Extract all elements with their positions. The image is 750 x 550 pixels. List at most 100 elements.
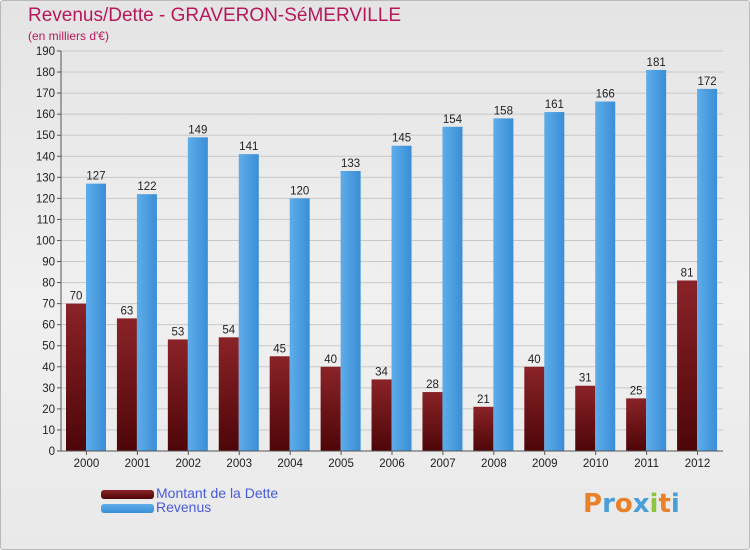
legend-label-dette: Montant de la Dette	[156, 485, 279, 501]
x-tick-label: 2001	[125, 458, 151, 470]
logo-letter: o	[614, 489, 633, 519]
bar-revenus	[136, 194, 157, 451]
data-label: 40	[324, 354, 337, 366]
data-label: 145	[392, 133, 411, 145]
data-label: 161	[545, 99, 564, 111]
bar-dette	[626, 398, 647, 451]
data-label: 149	[188, 124, 207, 136]
bar-dette	[371, 379, 392, 451]
x-tick-label: 2004	[277, 458, 303, 470]
y-tick-label: 120	[36, 193, 55, 205]
data-label: 141	[239, 141, 258, 153]
bar-revenus	[544, 112, 565, 451]
bar-dette	[473, 406, 494, 451]
data-label: 45	[273, 343, 286, 355]
data-labels: 70 127 63 122 53 149 54 141 45 120 40 133 34 145 28 154…	[70, 57, 717, 406]
x-tick-label: 2012	[685, 458, 711, 470]
bar-dette	[320, 366, 341, 451]
data-label: 120	[290, 185, 309, 197]
x-tick-label: 2000	[74, 458, 100, 470]
bar-revenus	[187, 137, 208, 451]
data-label: 28	[426, 379, 439, 391]
bar-dette	[218, 337, 239, 451]
data-label: 127	[86, 171, 105, 183]
data-label: 154	[443, 114, 463, 126]
bar-revenus	[697, 88, 718, 451]
y-tick-label: 50	[42, 341, 55, 353]
data-label: 166	[596, 89, 615, 101]
bar-dette	[422, 392, 443, 451]
logo-letter: i	[649, 489, 659, 519]
legend-swatch-dette	[101, 490, 154, 499]
x-tick-label: 2008	[481, 458, 507, 470]
x-tick-label: 2002	[176, 458, 202, 470]
logo-letter: P	[583, 489, 603, 519]
y-tick-label: 0	[49, 446, 55, 458]
y-tick-label: 100	[36, 235, 55, 247]
logo-letter: r	[602, 489, 615, 519]
bar-dette	[575, 385, 596, 451]
data-label: 70	[70, 291, 83, 303]
logo-letter: t	[658, 489, 671, 519]
bars	[66, 69, 718, 452]
data-label: 53	[171, 326, 184, 338]
data-label: 181	[647, 57, 666, 69]
data-label: 172	[697, 76, 716, 88]
y-tick-label: 10	[42, 425, 55, 437]
logo-letter: i	[670, 489, 680, 519]
y-tick-label: 140	[36, 151, 55, 163]
bar-dette	[66, 303, 86, 451]
x-tick-label: 2005	[328, 458, 354, 470]
y-tick-label: 40	[42, 362, 55, 374]
bar-revenus	[238, 154, 259, 451]
bar-revenus	[391, 145, 412, 451]
bar-revenus	[442, 126, 463, 451]
chart-subtitle: (en milliers d'€)	[28, 29, 109, 43]
proxiti-logo: Proxiti	[583, 489, 680, 519]
bar-revenus	[493, 118, 514, 452]
y-tick-label: 110	[37, 214, 55, 226]
data-label: 40	[528, 354, 541, 366]
y-tick-label: 30	[42, 383, 55, 395]
y-tick-label: 80	[42, 278, 55, 290]
y-tick-label: 150	[36, 130, 55, 142]
x-tick-label: 2006	[379, 458, 405, 470]
y-axis: 0 10 20 30 40 50 60 70 80 90 100 110 120 130 140 150 160…	[36, 46, 62, 458]
y-tick-label: 170	[36, 88, 55, 100]
bar-dette	[167, 339, 188, 451]
y-tick-label: 160	[36, 109, 55, 121]
bar-revenus	[595, 101, 616, 452]
bar-revenus	[646, 69, 667, 452]
data-label: 63	[121, 305, 134, 317]
y-tick-label: 130	[36, 172, 55, 184]
x-tick-label: 2011	[634, 458, 659, 470]
data-label: 25	[630, 385, 643, 397]
y-tick-label: 90	[42, 257, 55, 269]
logo-letter: x	[632, 489, 650, 519]
bar-revenus	[340, 171, 361, 451]
bar-revenus	[289, 198, 310, 451]
data-label: 133	[341, 158, 360, 170]
legend-swatch-revenus	[101, 504, 154, 513]
x-tick-label: 2009	[532, 458, 558, 470]
data-label: 81	[681, 267, 694, 279]
data-label: 122	[137, 181, 156, 193]
bar-revenus	[86, 183, 106, 451]
x-axis: 2000 2001 2002 2003 2004 2005 2006 2007 2008 2009…	[61, 450, 723, 470]
data-label: 21	[477, 394, 490, 406]
data-label: 54	[222, 324, 235, 336]
legend-label-revenus: Revenus	[156, 499, 212, 515]
chart-title: Revenus/Dette - GRAVERON-SéMERVILLE	[28, 5, 402, 26]
bar-dette	[116, 318, 137, 451]
bar-dette	[524, 366, 545, 451]
data-label: 31	[579, 373, 592, 385]
data-label: 158	[494, 105, 513, 117]
x-tick-label: 2007	[430, 458, 456, 470]
bar-dette	[677, 280, 698, 451]
bar-dette	[269, 356, 290, 451]
y-tick-label: 20	[42, 404, 55, 416]
x-tick-label: 2003	[226, 458, 252, 470]
y-tick-label: 190	[36, 46, 55, 58]
